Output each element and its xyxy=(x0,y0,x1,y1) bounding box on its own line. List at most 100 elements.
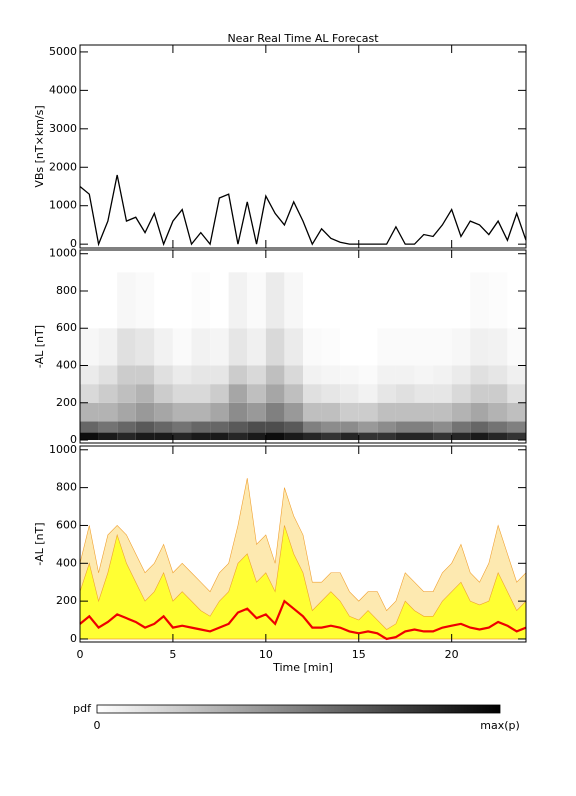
heat-cell xyxy=(377,365,396,385)
heat-cell xyxy=(80,384,99,403)
y-tick-label: 5000 xyxy=(49,45,77,58)
y-tick-label: 4000 xyxy=(49,83,77,96)
y-tick-label: 1000 xyxy=(49,443,77,456)
heat-cell xyxy=(135,384,155,403)
heat-cell xyxy=(154,272,173,329)
colorbar xyxy=(96,704,501,714)
heat-cell xyxy=(470,421,489,433)
heat-cell xyxy=(358,365,378,385)
y-tick-label: 200 xyxy=(56,396,77,409)
y-tick-label: 600 xyxy=(56,321,77,334)
y-tick-label: 0 xyxy=(70,237,77,250)
heat-cell xyxy=(228,384,248,403)
heat-cell xyxy=(135,421,155,433)
heat-cell xyxy=(284,384,303,403)
heat-cell xyxy=(172,328,192,366)
heat-cell xyxy=(414,272,434,329)
heat-cell xyxy=(303,328,322,366)
heat-cell xyxy=(358,328,378,366)
heat-cell xyxy=(80,272,99,329)
heat-cell xyxy=(414,421,434,433)
heat-cell xyxy=(303,272,322,329)
x-tick-label: 20 xyxy=(445,648,459,661)
heat-cell xyxy=(191,272,211,329)
heat-cell xyxy=(507,365,526,385)
heat-cell xyxy=(117,432,136,441)
heat-cell xyxy=(247,402,266,422)
y-tick-label: 600 xyxy=(56,518,77,531)
y-tick-label: 0 xyxy=(70,433,77,446)
heat-cell xyxy=(265,272,285,329)
plot-frame xyxy=(79,445,527,643)
y-tick-label: 1000 xyxy=(49,199,77,212)
heat-cell xyxy=(507,402,526,422)
heat-cell xyxy=(210,328,229,366)
heat-cell xyxy=(340,402,359,422)
heat-cell xyxy=(265,421,285,433)
heat-cell xyxy=(321,432,341,441)
heat-cell xyxy=(80,432,99,441)
heat-cell xyxy=(135,402,155,422)
heat-cell xyxy=(135,328,155,366)
heat-cell xyxy=(358,432,378,441)
heat-cell xyxy=(507,384,526,403)
heat-cell xyxy=(303,365,322,385)
heat-cell xyxy=(98,384,118,403)
heat-cell xyxy=(358,421,378,433)
heat-cell xyxy=(433,328,452,366)
heat-cell xyxy=(117,328,136,366)
heat-cell xyxy=(80,328,99,366)
x-axis-label: Time [min] xyxy=(272,661,333,674)
heat-cell xyxy=(414,402,434,422)
y-tick-label: 400 xyxy=(56,556,77,569)
heat-cell xyxy=(154,384,173,403)
heat-cell xyxy=(377,384,396,403)
heat-cell xyxy=(395,328,415,366)
heat-cell xyxy=(98,402,118,422)
heat-cell xyxy=(433,402,452,422)
plot-frame xyxy=(79,44,527,249)
heat-cell xyxy=(488,402,508,422)
heat-cell xyxy=(433,421,452,433)
heat-cell xyxy=(154,365,173,385)
heat-cell xyxy=(340,432,359,441)
heat-cell xyxy=(470,365,489,385)
line xyxy=(79,174,527,247)
heat-cell xyxy=(488,421,508,433)
y-tick-label: 200 xyxy=(56,594,77,607)
heat-cell xyxy=(377,432,396,441)
heat-cell xyxy=(135,432,155,441)
heat-cell xyxy=(321,328,341,366)
heat-cell xyxy=(265,432,285,441)
heat-cell xyxy=(358,402,378,422)
heat-cell xyxy=(210,432,229,441)
heat-cell xyxy=(191,328,211,366)
median-line xyxy=(79,599,527,641)
heat-cell xyxy=(247,432,266,441)
heat-cell xyxy=(117,272,136,329)
heat-cell xyxy=(172,365,192,385)
heat-cell xyxy=(433,432,452,441)
plot-frame xyxy=(79,249,527,444)
heat-cell xyxy=(191,365,211,385)
heat-cell xyxy=(284,365,303,385)
x-tick-label: 5 xyxy=(169,648,176,661)
heat-cell xyxy=(172,384,192,403)
heat-cell xyxy=(172,402,192,422)
panel xyxy=(80,272,526,441)
heat-cell xyxy=(154,328,173,366)
heat-cell xyxy=(507,432,526,441)
y-tick-label: 0 xyxy=(70,632,77,645)
heat-cell xyxy=(303,384,322,403)
heat-cell xyxy=(395,365,415,385)
heat-cell xyxy=(470,328,489,366)
heat-cell xyxy=(117,421,136,433)
heat-cell xyxy=(228,328,248,366)
heat-cell xyxy=(228,432,248,441)
heat-cell xyxy=(377,272,396,329)
heat-cell xyxy=(433,272,452,329)
heat-cell xyxy=(191,421,211,433)
heat-cell xyxy=(507,272,526,329)
heat-cell xyxy=(321,402,341,422)
